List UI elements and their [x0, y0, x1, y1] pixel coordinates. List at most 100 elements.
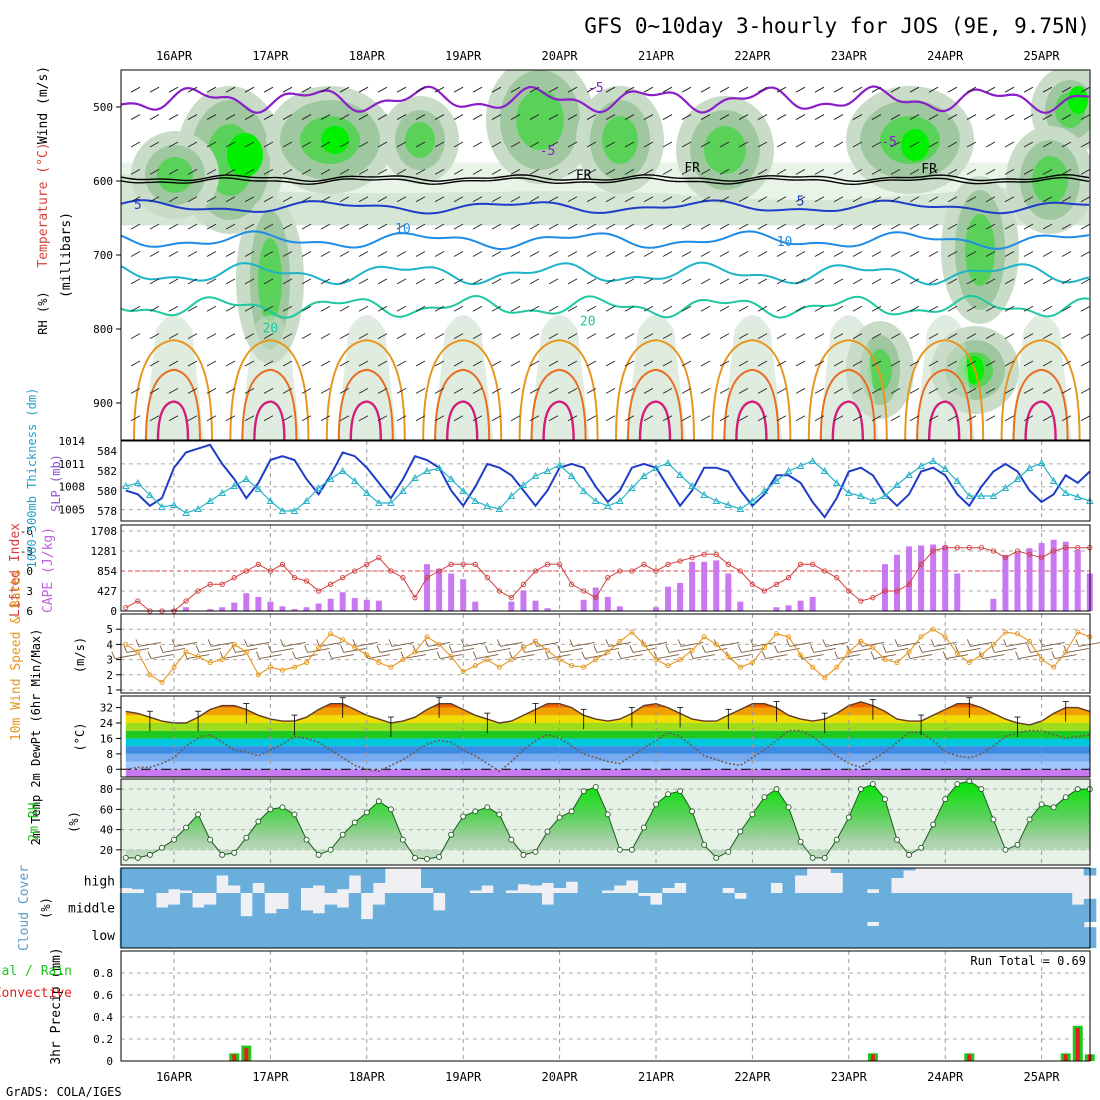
thickness-point	[579, 486, 588, 494]
surface-barb-feather	[581, 651, 586, 659]
wind-speed-point	[424, 634, 430, 640]
wind-barb	[415, 114, 426, 120]
wind-barb	[301, 114, 312, 120]
wind-barb	[681, 141, 692, 148]
wind-tick-label: 3	[106, 654, 113, 667]
rh-point	[653, 801, 659, 808]
thickness-point	[1001, 483, 1010, 491]
wind-barb	[681, 360, 692, 367]
rh-blob-inner	[258, 238, 282, 322]
cloud-cell-middle	[493, 893, 506, 922]
wind-barb	[510, 360, 521, 367]
thickness-point	[760, 486, 769, 494]
wind-barb	[339, 278, 350, 285]
temp-band	[125, 707, 1090, 716]
surface-barb-feather	[255, 651, 260, 659]
wind-barb	[206, 168, 217, 175]
cloud-cell-high	[336, 868, 350, 890]
rh-area	[125, 781, 1090, 859]
temp-band	[125, 715, 1090, 723]
surface-barb-feather	[340, 645, 345, 653]
cloud-cell-high	[433, 868, 446, 893]
cloud-cell-middle	[999, 893, 1012, 922]
cape-bar	[351, 597, 358, 611]
rh-point	[219, 851, 226, 858]
wind-speed-point	[135, 649, 141, 655]
wind-barb	[491, 223, 502, 230]
wind-barb	[681, 86, 692, 93]
rh-point	[713, 854, 720, 861]
wind-barb	[643, 141, 654, 148]
wind-barb	[187, 415, 198, 422]
temp-tick-label: 32	[100, 702, 113, 715]
wind-barb	[149, 196, 160, 203]
surface-barb	[138, 641, 161, 647]
surface-barb	[596, 648, 619, 653]
wind-barb	[339, 86, 350, 93]
thickness-point	[869, 496, 877, 504]
cloud-cell-low	[541, 922, 555, 948]
surface-barb	[717, 641, 740, 647]
cloud-cell-middle	[770, 893, 784, 922]
wind-barb	[719, 278, 730, 285]
wind-barb	[814, 196, 825, 203]
li-point	[882, 588, 888, 594]
surface-barb	[114, 654, 137, 659]
wind-barb	[263, 387, 274, 394]
cape-bar	[894, 554, 900, 611]
wind-barb	[529, 360, 540, 367]
cloud-cell-high	[300, 868, 314, 888]
rh-point	[484, 804, 491, 811]
wind-barb	[377, 168, 388, 175]
surface-barb	[958, 648, 981, 653]
wind-barb	[434, 415, 445, 422]
surface-barb	[837, 654, 860, 659]
wind-barb	[472, 305, 483, 312]
surface-barb	[970, 641, 993, 647]
wind-barb	[206, 196, 217, 203]
wind-barb	[605, 196, 616, 203]
rh-point	[195, 811, 202, 818]
surface-barb	[150, 654, 174, 659]
cloud-cell-low	[119, 922, 133, 948]
li-point	[183, 598, 189, 604]
wind-barb	[567, 415, 578, 422]
cloud-cell-high	[457, 868, 470, 893]
thickness-point	[218, 488, 227, 496]
cloud-cell-middle	[854, 893, 868, 922]
surface-barb-feather	[460, 639, 465, 647]
wind-barb	[852, 305, 863, 312]
date-top-21APR: 21APR	[638, 49, 675, 63]
wind-barb	[130, 223, 141, 230]
thickness-point	[1073, 492, 1082, 500]
wind-barb	[339, 415, 350, 422]
cloud-cell-low	[276, 922, 289, 948]
wind-barb	[586, 196, 597, 203]
cape-bar	[520, 590, 527, 611]
thickness-point	[1061, 488, 1070, 496]
wind-barb	[548, 141, 559, 148]
wind-barb	[358, 223, 369, 230]
wind-barb	[358, 114, 369, 120]
wind-barb	[130, 278, 141, 285]
wind-barb	[263, 415, 274, 422]
rh-point	[171, 836, 177, 843]
wind-speed-point	[870, 644, 876, 650]
surface-barb-feather	[1003, 639, 1007, 647]
wind-barb	[605, 305, 616, 312]
wind-barb	[358, 251, 369, 257]
wind-barb	[453, 305, 464, 312]
wind-barb	[985, 196, 996, 203]
cape-bar	[797, 600, 804, 611]
cape-bar	[665, 586, 672, 611]
surface-barb	[391, 641, 415, 647]
thickness-point	[603, 501, 612, 509]
surface-barb-feather	[207, 639, 212, 647]
wind-barb	[168, 223, 179, 230]
date-top-19APR: 19APR	[445, 49, 482, 63]
cloud-cell-middle	[288, 893, 302, 922]
wind-barb	[871, 278, 882, 285]
cloud-cell-middle	[240, 916, 253, 922]
